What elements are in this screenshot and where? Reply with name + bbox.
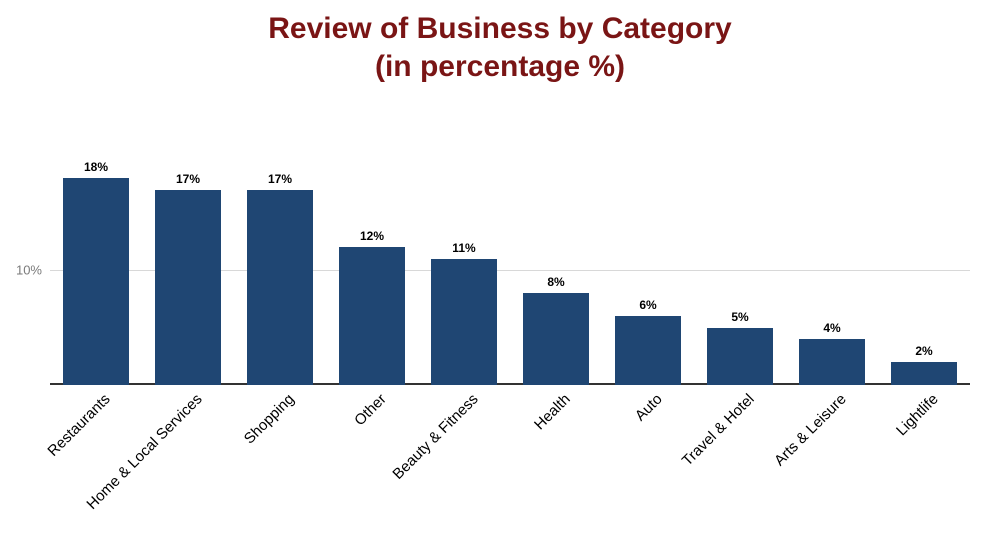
bar-value-label: 11%	[452, 241, 475, 255]
y-axis-tick-label: 10%	[16, 263, 42, 278]
bar-category-label: Shopping	[235, 385, 298, 448]
bar-value-label: 6%	[639, 298, 656, 312]
bar-slot: 12%Other	[339, 155, 405, 385]
bar-value-label: 17%	[268, 172, 292, 186]
bar-value-label: 8%	[547, 275, 564, 289]
bar-category-label: Lightlife	[887, 385, 941, 439]
bar-slot: 6%Auto	[615, 155, 681, 385]
chart-plot-area: 10%18%Restaurants17%Home & Local Service…	[50, 155, 970, 385]
bar-slot: 17%Home & Local Services	[155, 155, 221, 385]
bar-value-label: 5%	[731, 310, 748, 324]
chart-title-line1: Review of Business by Category	[0, 10, 1000, 48]
bar-slot: 17%Shopping	[247, 155, 313, 385]
bar-slot: 4%Arts & Leisure	[799, 155, 865, 385]
bar-slot: 5%Travel & Hotel	[707, 155, 773, 385]
bar-category-label: Health	[525, 385, 573, 433]
bar-category-label: Beauty & Fitness	[384, 385, 482, 483]
bar: 5%	[707, 328, 773, 386]
bar: 8%	[523, 293, 589, 385]
bar-category-label: Arts & Leisure	[765, 385, 849, 469]
bar: 4%	[799, 339, 865, 385]
bar: 2%	[891, 362, 957, 385]
bar-slot: 11%Beauty & Fitness	[431, 155, 497, 385]
bar-value-label: 2%	[915, 344, 932, 358]
bar-category-label: Restaurants	[39, 385, 114, 460]
bar: 17%	[247, 190, 313, 386]
bar: 18%	[63, 178, 129, 385]
bar-slot: 2%Lightlife	[891, 155, 957, 385]
bar: 17%	[155, 190, 221, 386]
bar: 12%	[339, 247, 405, 385]
bar-category-label: Auto	[626, 385, 665, 424]
chart-title-line2: (in percentage %)	[0, 48, 1000, 86]
bar: 6%	[615, 316, 681, 385]
bar-value-label: 12%	[360, 229, 384, 243]
bar-slot: 8%Health	[523, 155, 589, 385]
chart-title: Review of Business by Category (in perce…	[0, 0, 1000, 85]
bar-category-label: Travel & Hotel	[673, 385, 757, 469]
bar-value-label: 4%	[823, 321, 840, 335]
bar-value-label: 17%	[176, 172, 200, 186]
bar-slot: 18%Restaurants	[63, 155, 129, 385]
bar-value-label: 18%	[84, 160, 108, 174]
bar-category-label: Other	[345, 385, 389, 429]
bar: 11%	[431, 259, 497, 386]
